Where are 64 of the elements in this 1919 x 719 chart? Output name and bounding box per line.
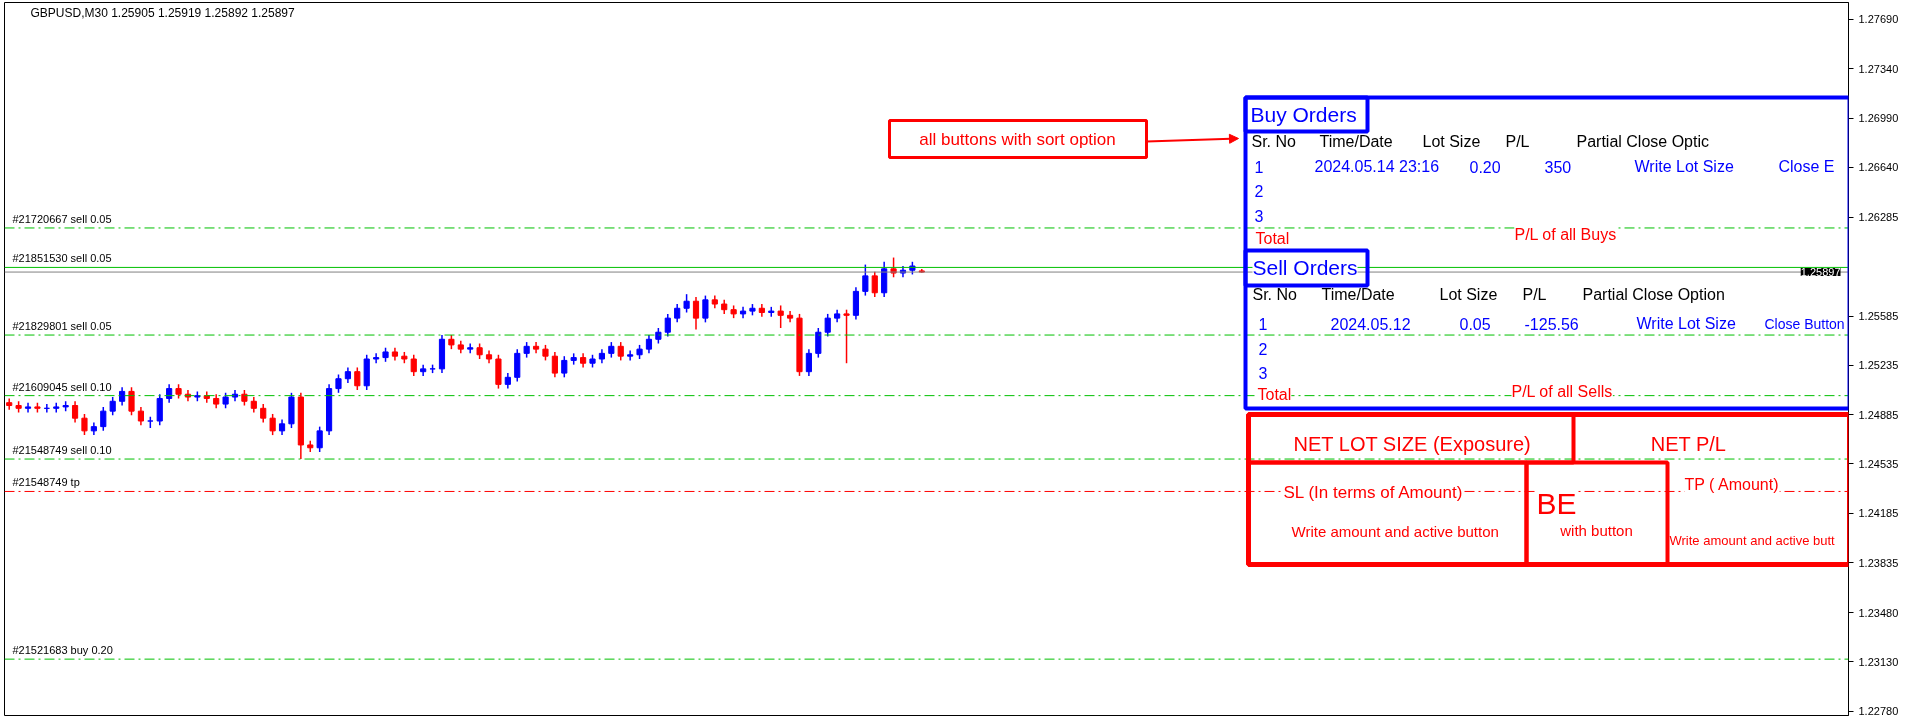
y-tick-label: 1.26640 bbox=[1858, 161, 1899, 174]
annotation: Lot Size bbox=[1439, 286, 1498, 303]
annotation: Total bbox=[1255, 230, 1290, 247]
annotation: 350 bbox=[1544, 158, 1572, 176]
chart-title: GBPUSD,M30 1.25905 1.25919 1.25892 1.25897 bbox=[30, 5, 296, 20]
annotation: NET P/L bbox=[1650, 432, 1726, 455]
ref-line-label: #21609045 sell 0.10 bbox=[12, 380, 112, 393]
ref-line-label: #21548749 tp bbox=[12, 476, 80, 489]
annotation: Time/Date bbox=[1319, 133, 1393, 150]
y-tick-label: 1.24185 bbox=[1858, 507, 1899, 520]
ref-line-label: #21720667 sell 0.05 bbox=[12, 212, 112, 225]
annotation: Close Button bbox=[1764, 315, 1845, 332]
ref-line-label: #21521683 buy 0.20 bbox=[12, 644, 113, 657]
y-tick-label: 1.26285 bbox=[1858, 211, 1899, 224]
y-tick-label: 1.23130 bbox=[1858, 655, 1899, 668]
annotation: Sell Orders bbox=[1252, 256, 1358, 279]
annotation: -125.56 bbox=[1524, 315, 1579, 333]
y-tick-label: 1.27340 bbox=[1858, 62, 1899, 75]
annotation: 2024.05.12 bbox=[1330, 315, 1411, 333]
annotation: Close E bbox=[1778, 158, 1835, 175]
annotation: P/L bbox=[1522, 286, 1547, 303]
y-tick-label: 1.25235 bbox=[1858, 359, 1899, 372]
annotation: Write Lot Size bbox=[1636, 315, 1736, 332]
annotation: P/L bbox=[1505, 133, 1530, 150]
annotation: TP ( Amount) bbox=[1684, 476, 1779, 493]
annotation: 1 bbox=[1258, 315, 1268, 333]
annotation: 0.05 bbox=[1459, 315, 1491, 333]
annotation: 2 bbox=[1254, 182, 1264, 200]
y-tick-label: 1.23480 bbox=[1858, 606, 1899, 619]
annotation: SL (In terms of Amount) bbox=[1283, 483, 1463, 502]
y-tick-label: 1.24535 bbox=[1858, 457, 1899, 470]
annotation: Write amount and active button bbox=[1291, 523, 1499, 540]
ref-line-label: #21829801 sell 0.05 bbox=[12, 320, 112, 333]
annotation: P/L of all Buys bbox=[1514, 226, 1617, 243]
annotation: P/L of all Sells bbox=[1511, 383, 1613, 400]
y-tick-label: 1.25585 bbox=[1858, 310, 1899, 323]
annotation: 3 bbox=[1254, 207, 1264, 225]
annotation: 1 bbox=[1254, 158, 1264, 176]
y-tick-label: 1.26990 bbox=[1858, 112, 1899, 125]
annotation: Partial Close Option bbox=[1582, 286, 1725, 303]
annotation: all buttons with sort option bbox=[919, 130, 1116, 149]
annotation: 3 bbox=[1258, 364, 1268, 382]
annotation: Write amount and active butt bbox=[1669, 533, 1836, 548]
annotation: Time/Date bbox=[1321, 286, 1395, 303]
y-tick-label: 1.23835 bbox=[1858, 556, 1899, 569]
ref-line-label: #21851530 sell 0.05 bbox=[12, 252, 112, 265]
annotation: 0.20 bbox=[1469, 158, 1501, 176]
annotation: Sr. No bbox=[1251, 133, 1297, 150]
annotation: 2 bbox=[1258, 340, 1268, 358]
annotation: 2024.05.14 23:16 bbox=[1314, 158, 1440, 175]
annotation: Lot Size bbox=[1422, 133, 1481, 150]
annotation: BE bbox=[1536, 487, 1577, 520]
y-tick-label: 1.27690 bbox=[1858, 13, 1899, 26]
y-tick-label: 1.24885 bbox=[1858, 408, 1899, 421]
annotation: Buy Orders bbox=[1250, 103, 1357, 126]
ref-line-label: 1.25897 bbox=[1800, 266, 1841, 279]
annotation: with button bbox=[1559, 522, 1633, 539]
annotation: Sr. No bbox=[1252, 286, 1298, 303]
ref-line-label: #21548749 sell 0.10 bbox=[12, 444, 112, 457]
annotation: NET LOT SIZE (Exposure) bbox=[1293, 432, 1531, 455]
annotation: Partial Close Optic bbox=[1576, 133, 1709, 150]
annotation: Write Lot Size bbox=[1634, 158, 1734, 175]
y-tick-label: 1.22780 bbox=[1858, 705, 1899, 718]
annotation: Total bbox=[1257, 386, 1292, 403]
